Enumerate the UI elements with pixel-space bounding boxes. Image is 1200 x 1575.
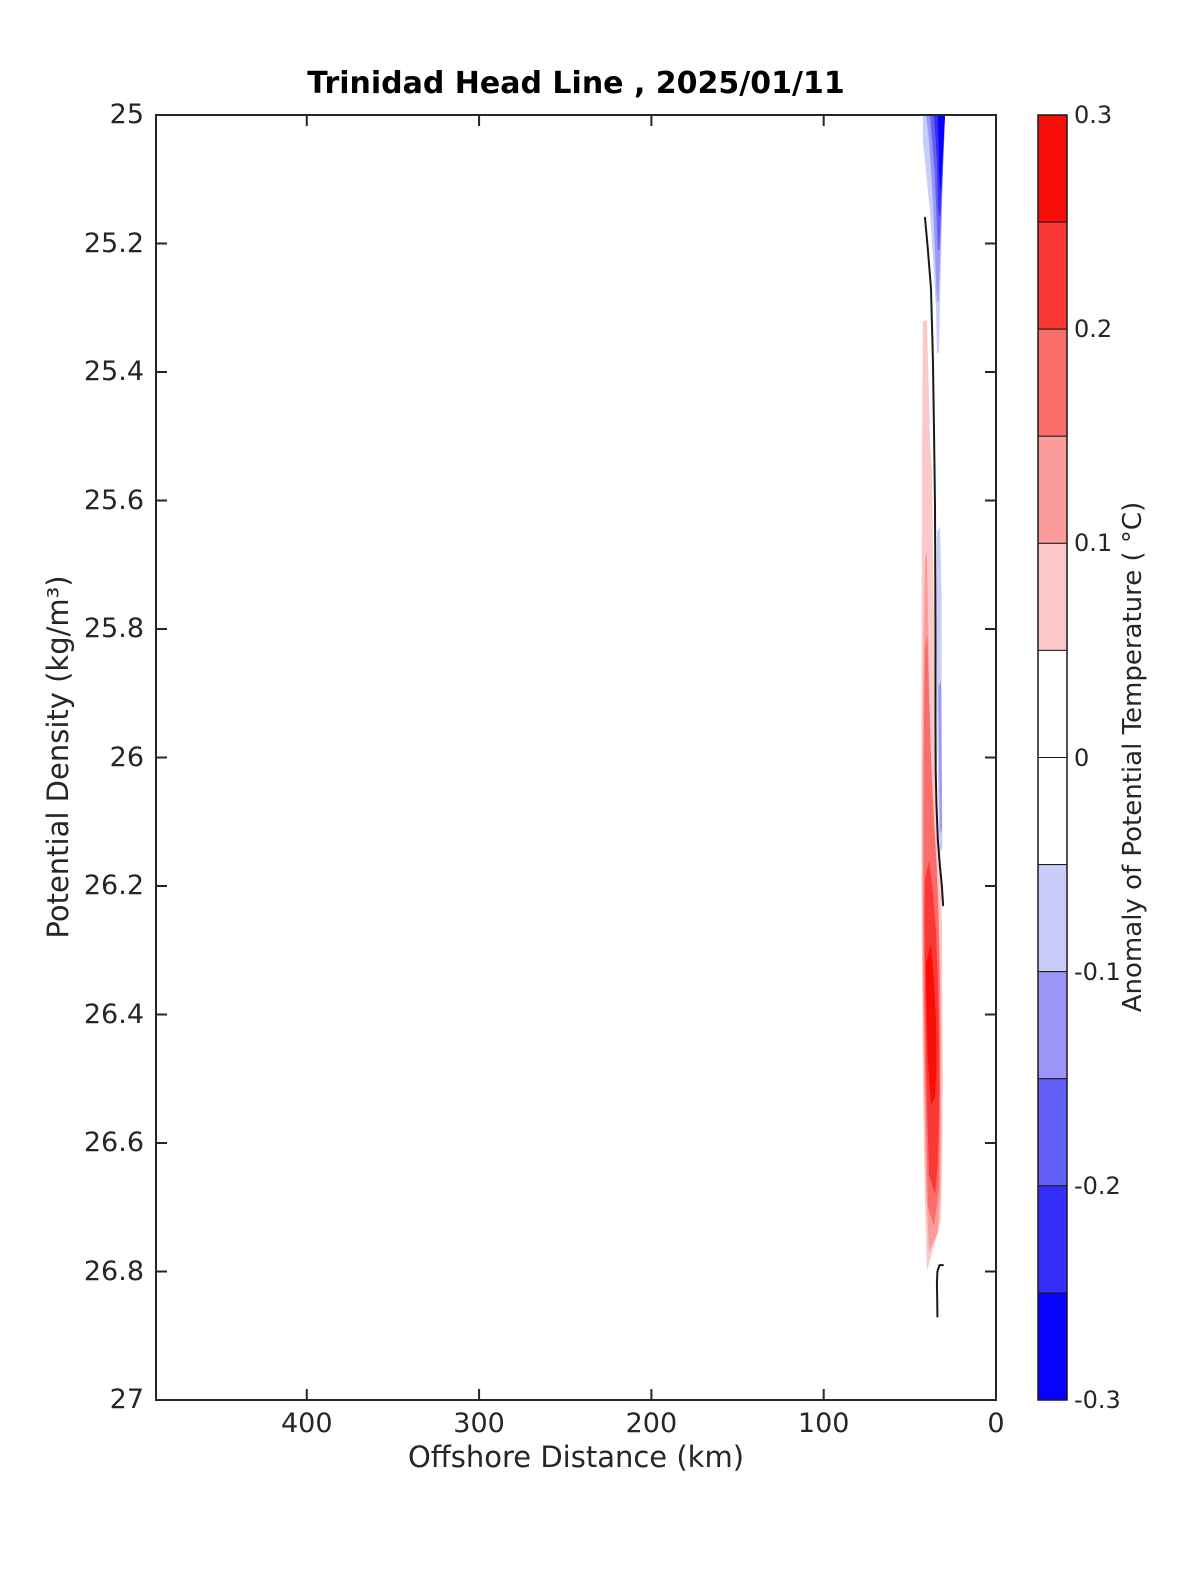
colorbar-tick-label: -0.3 xyxy=(1074,1386,1121,1414)
colorbar-segment xyxy=(1037,1078,1068,1187)
y-tick-label: 25 xyxy=(109,98,144,130)
zero-contour-line xyxy=(935,1264,944,1318)
colorbar-segment xyxy=(1037,864,1068,973)
y-tick-label: 26.4 xyxy=(83,998,144,1030)
colorbar-segment xyxy=(1037,542,1068,651)
x-tick-label: 0 xyxy=(987,1408,1005,1439)
x-tick-label: 300 xyxy=(453,1408,505,1439)
colorbar-segment xyxy=(1037,649,1068,759)
axes-box xyxy=(155,114,997,1401)
x-axis-label: Offshore Distance (km) xyxy=(407,1440,745,1474)
colorbar-segment xyxy=(1037,114,1068,223)
colorbar-segment xyxy=(1037,971,1068,1080)
colorbar-segment xyxy=(1037,435,1068,544)
contour-band xyxy=(938,680,942,835)
colorbar-segment xyxy=(1037,1185,1068,1294)
y-tick-label: 26 xyxy=(109,741,144,773)
colorbar-segment xyxy=(1037,221,1068,330)
colorbar-box xyxy=(1037,114,1068,1401)
y-tick-label: 25.8 xyxy=(83,612,144,644)
y-tick-label: 26.2 xyxy=(83,869,144,901)
contour-band xyxy=(926,943,937,1105)
contour-band xyxy=(937,115,945,193)
y-tick-label: 27 xyxy=(109,1383,144,1415)
y-tick-label: 25.4 xyxy=(83,355,144,387)
colorbar-tick-label: 0.3 xyxy=(1074,101,1113,129)
x-tick-label: 200 xyxy=(625,1408,678,1439)
chart-title: Trinidad Head Line , 2025/01/11 xyxy=(307,66,845,101)
colorbar-label: Anomaly of Potential Temperature ( °C) xyxy=(1118,501,1148,1013)
colorbar-tick-label: 0.2 xyxy=(1074,315,1113,344)
colorbar-tick-label: 0.1 xyxy=(1074,529,1113,558)
x-tick-label: 100 xyxy=(797,1408,850,1439)
x-tick-label: 400 xyxy=(280,1408,333,1439)
y-tick-label: 26.8 xyxy=(83,1255,144,1287)
colorbar-tick-label: -0.1 xyxy=(1074,957,1121,986)
colorbar-tick-label: 0 xyxy=(1074,743,1090,772)
colorbar-segment xyxy=(1037,1292,1068,1401)
zero-contour-line xyxy=(924,216,945,907)
colorbar-segment xyxy=(1037,328,1068,437)
y-axis-label: Potential Density (kg/m³) xyxy=(41,575,75,939)
colorbar-segment xyxy=(1037,757,1068,866)
y-tick-label: 25.2 xyxy=(83,227,144,259)
colorbar-tick-label: -0.2 xyxy=(1074,1171,1121,1200)
y-tick-label: 25.6 xyxy=(83,484,144,516)
y-tick-label: 26.6 xyxy=(83,1126,144,1158)
